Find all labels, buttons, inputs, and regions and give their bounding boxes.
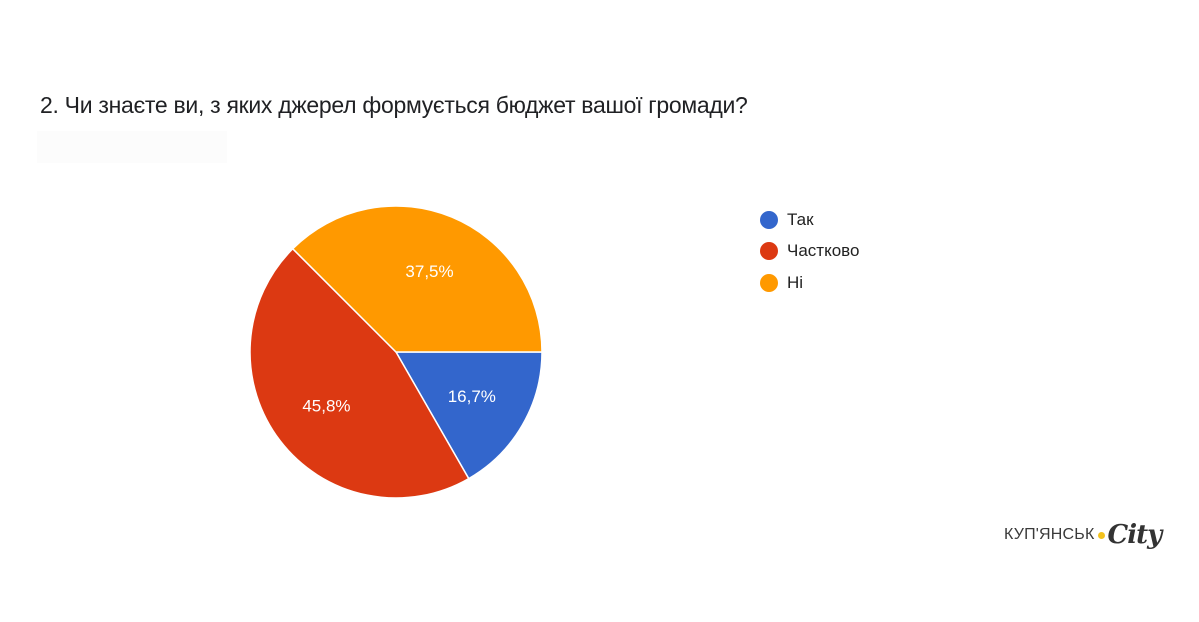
chart-legend: Так Частково Ні [760,204,859,299]
brand-text: КУП'ЯНСЬК [1004,526,1095,543]
brand-dot-icon [1097,531,1105,539]
legend-dot-icon [760,242,778,261]
brand-logo: КУП'ЯНСЬК City [1004,520,1163,550]
legend-label: Так [787,209,814,229]
pie-slice-2[interactable] [291,205,543,353]
legend-label: Частково [787,241,860,261]
slice-label: 45,8% [302,396,350,415]
legend-item-ni[interactable]: Ні [760,267,859,299]
legend-dot-icon [760,273,778,292]
pie-slice-0[interactable] [394,351,543,480]
legend-dot-icon [760,210,778,229]
placeholder-box [37,131,227,163]
pie-slice-1[interactable] [249,247,470,499]
brand-script: City [1107,520,1163,550]
slice-label: 16,7% [448,387,496,406]
legend-item-chastkovo[interactable]: Частково [760,236,859,268]
slice-label: 37,5% [405,262,453,281]
legend-item-tak[interactable]: Так [760,204,859,236]
question-title: 2. Чи знаєте ви, з яких джерел формуєтьс… [40,92,748,118]
legend-label: Ні [787,272,804,292]
